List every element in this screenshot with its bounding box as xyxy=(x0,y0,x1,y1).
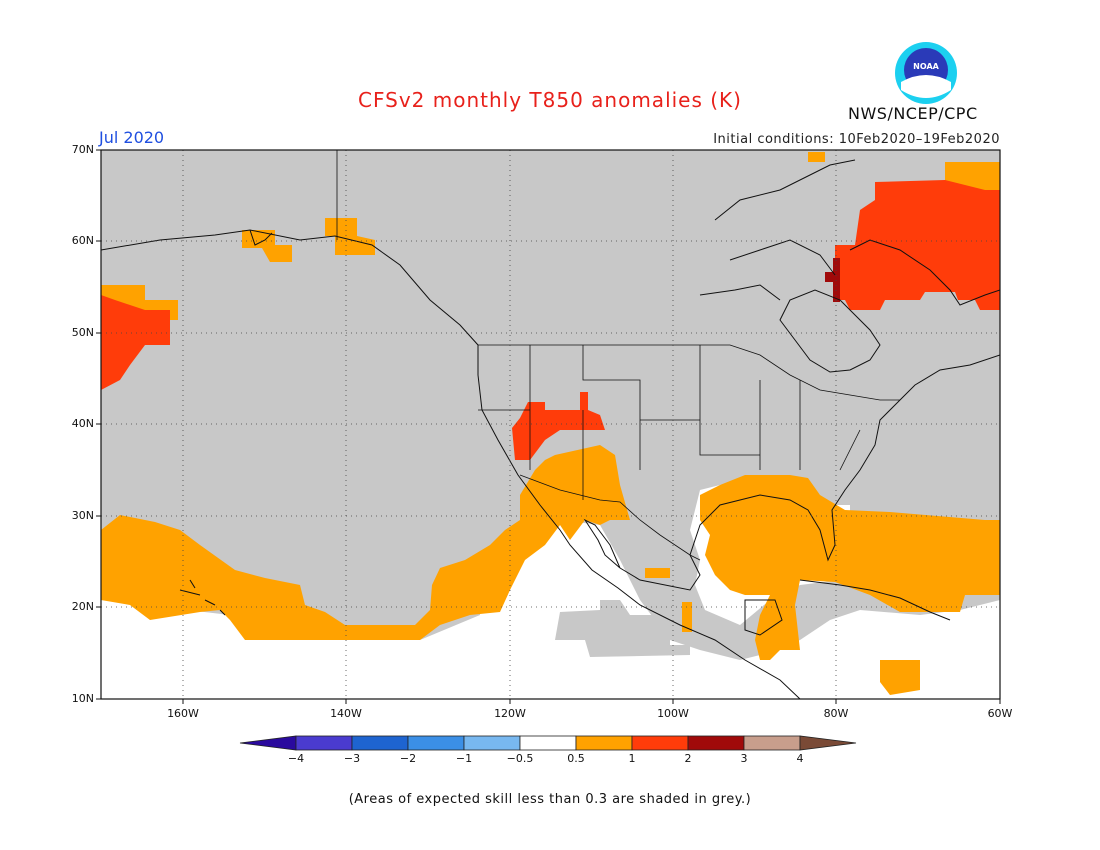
anomaly-alaska-se xyxy=(325,218,375,255)
colorbar-segment xyxy=(519,735,577,751)
anomaly-honduras xyxy=(682,602,692,632)
anomaly-pacific-band xyxy=(101,445,630,640)
colorbar-label: −2 xyxy=(399,752,417,765)
anomaly-canada-east xyxy=(835,180,1000,310)
colorbar-left-arrow xyxy=(239,735,297,751)
colorbar-label: −4 xyxy=(287,752,305,765)
lon-label: 100W xyxy=(657,707,689,720)
anomaly-hudson-top xyxy=(808,152,825,162)
agency-label: NWS/NCEP/CPC xyxy=(848,104,978,123)
colorbar-label: 2 xyxy=(684,752,692,765)
lat-label: 20N xyxy=(71,600,94,613)
lat-label: 40N xyxy=(71,417,94,430)
footnote: (Areas of expected skill less than 0.3 a… xyxy=(348,792,752,807)
axis-ticks xyxy=(96,149,1001,704)
colorbar-label: 0.5 xyxy=(567,752,585,765)
low-skill-grey-mexico xyxy=(555,600,690,657)
lon-label: 120W xyxy=(494,707,526,720)
lon-label: 60W xyxy=(987,707,1013,720)
colorbar-segment xyxy=(463,735,521,751)
colorbar-label: −1 xyxy=(455,752,473,765)
colorbar-label: −0.5 xyxy=(506,752,534,765)
anomaly-1-2-regions xyxy=(101,180,1000,460)
colorbar-label: 1 xyxy=(628,752,636,765)
noaa-logo: NOAA xyxy=(895,42,957,104)
initial-conditions: Initial conditions: 10Feb2020–19Feb2020 xyxy=(713,132,1000,147)
colorbar-label: 4 xyxy=(796,752,804,765)
lon-label: 160W xyxy=(167,707,199,720)
anomaly-0.5-1-regions xyxy=(101,152,1000,695)
chart-title-text: CFSv2 monthly T850 anomalies (K) xyxy=(358,88,742,112)
colorbar-segment xyxy=(743,735,801,751)
lon-label: 140W xyxy=(330,707,362,720)
anomaly-gulf-alaska xyxy=(101,295,170,390)
colorbar-segment xyxy=(407,735,465,751)
lat-label: 30N xyxy=(71,509,94,522)
colorbar-segment xyxy=(295,735,353,751)
colorbar xyxy=(239,735,857,751)
political-borders xyxy=(336,150,900,561)
lon-label: 80W xyxy=(823,707,849,720)
colorbar-label: −3 xyxy=(343,752,361,765)
anomaly-gulf-atlantic xyxy=(700,475,1000,660)
chart-title: CFSv2 monthly T850 anomalies (K) xyxy=(0,88,1100,112)
lat-label: 50N xyxy=(71,326,94,339)
colorbar-right-arrow xyxy=(799,735,857,751)
colorbar-segment xyxy=(351,735,409,751)
colorbar-label: 3 xyxy=(740,752,748,765)
lat-label: 10N xyxy=(71,692,94,705)
lat-label: 70N xyxy=(71,143,94,156)
anomaly-mexico-interior xyxy=(645,568,670,578)
anomaly-southwest-us xyxy=(512,392,605,460)
valid-month: Jul 2020 xyxy=(99,128,165,147)
colorbar-segment xyxy=(687,735,745,751)
anomaly-south-caribbean xyxy=(880,660,920,695)
lat-label: 60N xyxy=(71,234,94,247)
colorbar-segment xyxy=(575,735,633,751)
colorbar-segment xyxy=(631,735,689,751)
noaa-logo-text: NOAA xyxy=(913,62,939,71)
coastlines xyxy=(101,159,1000,699)
anomaly-alaska-sw xyxy=(242,230,292,262)
